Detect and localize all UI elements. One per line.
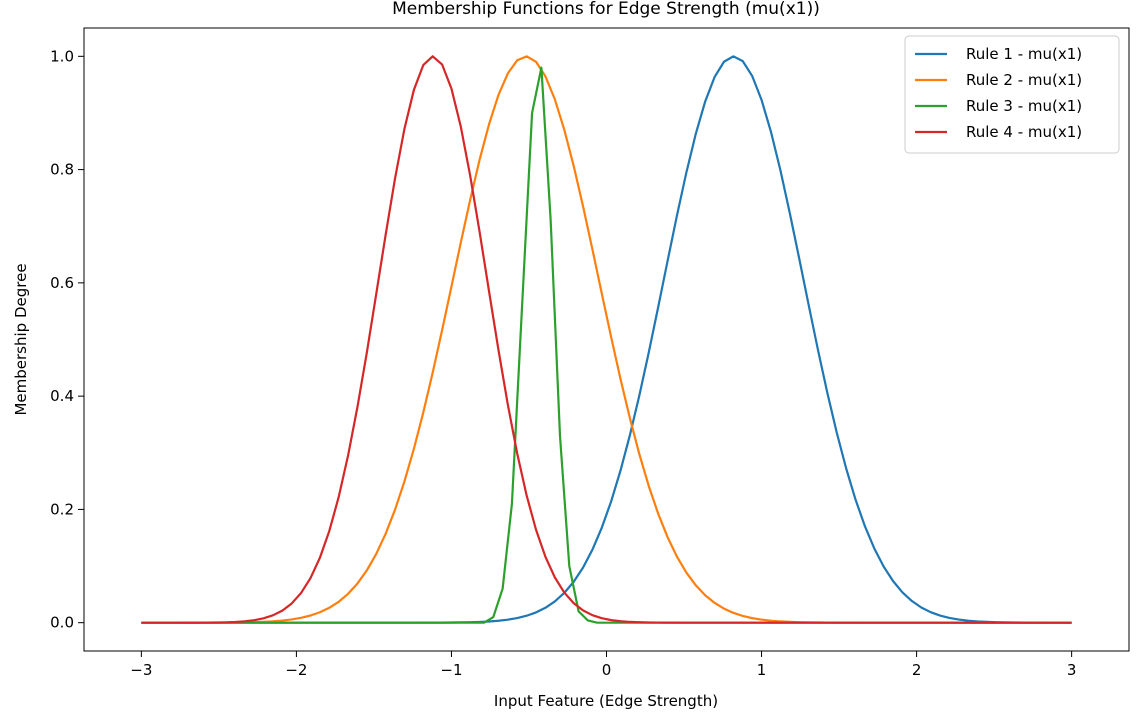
x-tick-label: 0 [602,661,612,679]
legend-box [904,35,1120,154]
x-tick-label: −3 [130,661,152,679]
x-tick-label: 1 [757,661,767,679]
y-axis-label: Membership Degree [12,263,30,415]
y-tick-label: 0.0 [50,614,74,632]
x-tick-label: −2 [285,661,307,679]
x-tick-label: 2 [912,661,922,679]
x-axis-label: Input Feature (Edge Strength) [494,692,718,710]
legend-label-rule-1: Rule 1 - mu(x1) [966,45,1082,63]
legend-label-rule-4: Rule 4 - mu(x1) [966,123,1082,141]
x-tick-label: −1 [440,661,462,679]
series-line-rule-3 [141,66,1072,624]
x-tick-label: 3 [1067,661,1077,679]
y-tick-label: 0.2 [50,500,74,518]
y-tick-label: 0.4 [50,387,74,405]
y-tick-label: 0.8 [50,161,74,179]
y-axis-ticks: 0.0 0.2 0.4 0.6 0.8 1.0 [50,47,84,632]
x-axis-ticks: −3 −2 −1 0 1 2 3 [130,651,1076,679]
series-layer [141,55,1072,624]
series-line-rule-4 [141,55,1072,624]
legend-label-rule-3: Rule 3 - mu(x1) [966,97,1082,115]
legend-label-rule-2: Rule 2 - mu(x1) [966,71,1082,89]
chart-title: Membership Functions for Edge Strength (… [392,0,820,19]
y-tick-label: 0.6 [50,274,74,292]
legend: Rule 1 - mu(x1) Rule 2 - mu(x1) Rule 3 - m… [904,35,1120,154]
y-tick-label: 1.0 [50,47,74,65]
